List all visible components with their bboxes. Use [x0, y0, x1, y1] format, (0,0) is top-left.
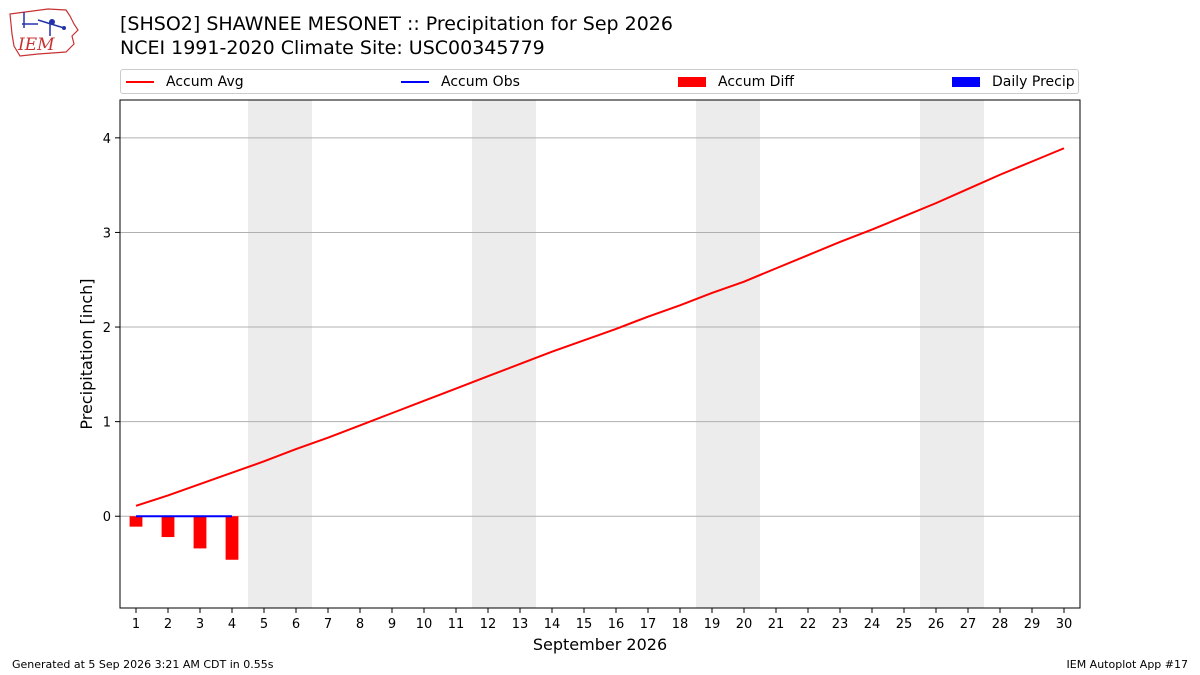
- title-line-1: [SHSO2] SHAWNEE MESONET :: Precipitation…: [120, 13, 673, 35]
- legend-swatch: [126, 80, 154, 83]
- x-tick-label: 14: [544, 617, 561, 632]
- x-tick-label: 10: [416, 617, 433, 632]
- x-tick-label: 2: [164, 617, 172, 632]
- app-id: IEM Autoplot App #17: [1066, 658, 1189, 671]
- weekend-band: [920, 100, 984, 608]
- x-tick-label: 29: [1024, 617, 1041, 632]
- y-tick-label: 2: [103, 321, 111, 336]
- x-tick-label: 12: [480, 617, 497, 632]
- x-tick-label: 15: [576, 617, 593, 632]
- x-tick-label: 6: [292, 617, 300, 632]
- accum-diff-bar: [161, 516, 175, 538]
- x-tick-label: 26: [928, 617, 945, 632]
- legend-label: Accum Avg: [166, 73, 244, 90]
- y-tick-label: 1: [103, 416, 111, 431]
- legend-swatch: [952, 76, 980, 87]
- generated-timestamp: Generated at 5 Sep 2026 3:21 AM CDT in 0…: [12, 658, 274, 671]
- x-tick-label: 1: [132, 617, 140, 632]
- x-tick-label: 13: [512, 617, 529, 632]
- x-tick-label: 9: [388, 617, 396, 632]
- x-tick-label: 11: [448, 617, 465, 632]
- x-tick-label: 20: [736, 617, 753, 632]
- y-axis-label: Precipitation [inch]: [77, 278, 96, 429]
- title-line-2: NCEI 1991-2020 Climate Site: USC00345779: [120, 37, 545, 59]
- x-axis-ticks: 1 2 3 4 5 6 7 8 9 10 11 12 13 14 15 16 17 18 19 20 21 22 23 24 2…: [132, 608, 1072, 632]
- x-tick-label: 21: [768, 617, 785, 632]
- x-tick-label: 19: [704, 617, 721, 632]
- x-tick-label: 8: [356, 617, 364, 632]
- y-tick-label: 0: [103, 510, 111, 525]
- legend-swatch: [401, 80, 429, 83]
- logo-text: IEM: [17, 35, 55, 55]
- y-tick-label: 3: [103, 226, 111, 241]
- weekend-band: [248, 100, 312, 608]
- plot-frame: [119, 99, 1081, 609]
- x-tick-label: 16: [608, 617, 625, 632]
- x-tick-label: 5: [260, 617, 268, 632]
- legend-item-accum-avg: Accum Avg: [126, 70, 244, 93]
- y-tick-label: 4: [103, 132, 111, 147]
- legend-label: Accum Obs: [441, 73, 520, 90]
- accum-diff-bars: [129, 516, 239, 560]
- x-tick-label: 24: [864, 617, 881, 632]
- weekend-shading: [248, 100, 984, 608]
- iem-logo: IEM: [9, 8, 79, 57]
- weekend-band: [472, 100, 536, 608]
- x-tick-label: 3: [196, 617, 204, 632]
- weekend-band: [696, 100, 760, 608]
- legend-swatch: [678, 76, 706, 87]
- chart-title: [SHSO2] SHAWNEE MESONET :: Precipitation…: [120, 12, 673, 60]
- y-axis-ticks: 0 1 2 3 4: [103, 132, 120, 525]
- x-tick-label: 22: [800, 617, 817, 632]
- x-tick-label: 27: [960, 617, 977, 632]
- series-lines: [135, 147, 1065, 518]
- accum-diff-bar: [225, 516, 239, 560]
- x-tick-label: 28: [992, 617, 1009, 632]
- legend-label: Accum Diff: [718, 73, 795, 90]
- legend-item-accum-obs: Accum Obs: [401, 70, 520, 93]
- x-tick-label: 4: [228, 617, 236, 632]
- accum-diff-bar: [193, 516, 207, 549]
- legend-item-daily-precip: Daily Precip: [952, 70, 1075, 93]
- x-axis-label: September 2026: [533, 635, 667, 654]
- x-tick-label: 18: [672, 617, 689, 632]
- accum-diff-bar: [129, 516, 143, 527]
- legend: Accum Avg Accum Obs Accum Diff Daily Pre…: [120, 69, 1079, 94]
- y-gridlines: [120, 137, 1080, 517]
- x-tick-label: 25: [896, 617, 913, 632]
- x-tick-label: 23: [832, 617, 849, 632]
- legend-item-accum-diff: Accum Diff: [678, 70, 794, 93]
- x-tick-label: 7: [324, 617, 332, 632]
- accum-avg-line: [135, 147, 1065, 507]
- x-tick-label: 17: [640, 617, 657, 632]
- x-tick-label: 30: [1056, 617, 1073, 632]
- legend-label: Daily Precip: [992, 73, 1075, 90]
